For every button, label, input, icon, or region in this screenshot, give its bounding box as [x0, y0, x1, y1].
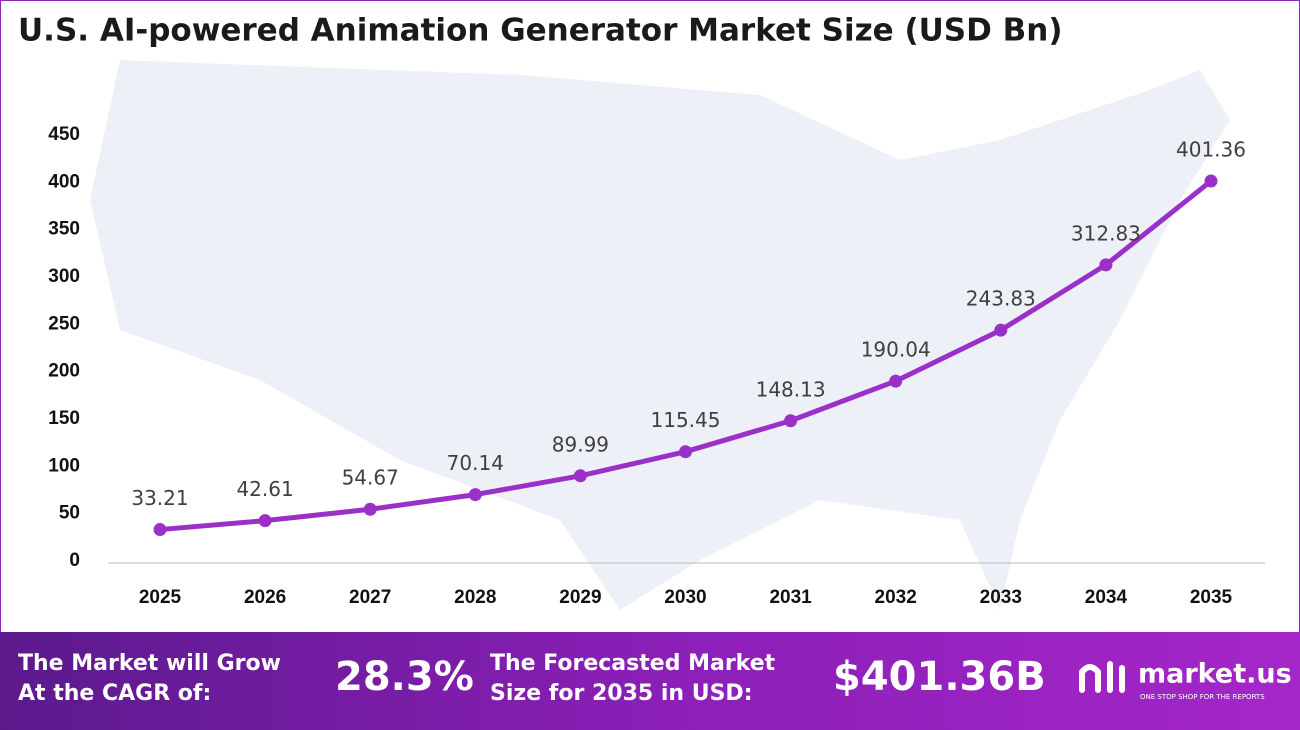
forecast-label: Size for 2035 in USD:: [490, 681, 753, 706]
data-label: 42.61: [236, 477, 293, 501]
y-tick-label: 150: [48, 408, 80, 429]
data-label: 70.14: [447, 451, 504, 475]
marker: [363, 502, 377, 516]
x-tick-label: 2031: [769, 587, 812, 608]
data-label: 148.13: [756, 377, 826, 401]
data-label: 312.83: [1071, 221, 1141, 245]
y-tick-label: 100: [48, 455, 80, 476]
data-label: 33.21: [131, 486, 188, 510]
cagr-label: The Market will Grow: [18, 651, 281, 676]
x-tick-label: 2034: [1085, 587, 1128, 608]
y-tick-label: 400: [48, 171, 80, 192]
x-tick-label: 2033: [980, 587, 1022, 608]
x-tick-label: 2032: [875, 587, 917, 608]
forecast-label: The Forecasted Market: [490, 651, 776, 676]
tagline: ONE STOP SHOP FOR THE REPORTS: [1140, 693, 1265, 701]
data-label: 243.83: [966, 287, 1036, 311]
marker: [889, 374, 903, 388]
y-tick-label: 0: [69, 550, 80, 571]
data-label: 115.45: [651, 408, 721, 432]
marker: [258, 514, 272, 528]
marker: [573, 469, 587, 483]
map-background: [90, 60, 1230, 610]
marker: [784, 414, 798, 428]
brand: market.us: [1138, 659, 1292, 690]
marker: [468, 488, 482, 502]
y-tick-label: 50: [59, 503, 80, 524]
marker: [153, 523, 167, 537]
y-tick-label: 250: [48, 313, 80, 334]
y-tick-label: 200: [48, 361, 80, 382]
x-tick-label: 2026: [244, 587, 286, 608]
data-label: 54.67: [342, 466, 399, 490]
data-label: 89.99: [552, 432, 609, 456]
marker: [1099, 258, 1113, 272]
chart-title: U.S. AI-powered Animation Generator Mark…: [18, 13, 1063, 49]
x-tick-label: 2025: [139, 587, 182, 608]
cagr-value: 28.3%: [335, 654, 474, 700]
x-tick-label: 2035: [1190, 587, 1233, 608]
y-tick-label: 300: [48, 266, 80, 287]
data-label: 190.04: [861, 338, 931, 362]
x-tick-label: 2030: [664, 587, 706, 608]
x-tick-label: 2027: [349, 587, 391, 608]
y-tick-label: 350: [48, 219, 80, 240]
marker: [994, 323, 1008, 337]
x-tick-label: 2028: [454, 587, 496, 608]
marker: [1204, 174, 1218, 188]
cagr-label: At the CAGR of:: [18, 681, 211, 706]
forecast-value: $401.36B: [833, 654, 1046, 700]
data-label: 401.36: [1176, 138, 1246, 162]
marker: [679, 445, 692, 459]
y-tick-label: 450: [48, 124, 80, 145]
x-tick-label: 2029: [559, 587, 601, 608]
logo-icon: [1079, 661, 1125, 693]
